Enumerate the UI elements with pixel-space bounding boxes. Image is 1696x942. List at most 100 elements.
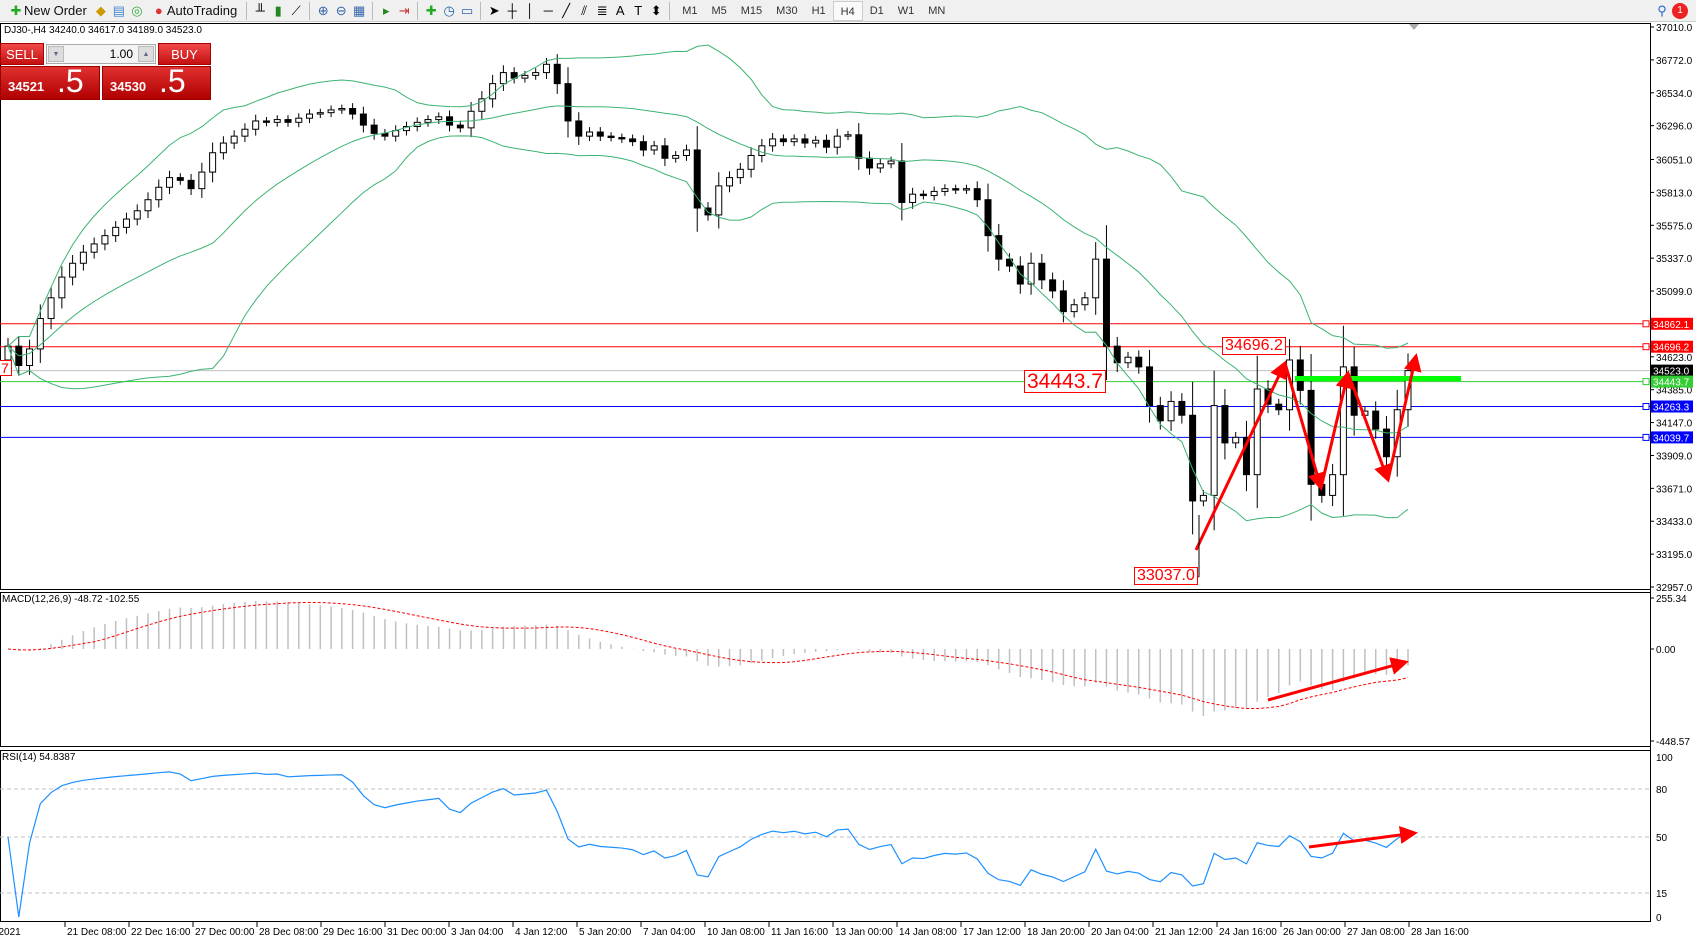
candle[interactable] [1016,265,1024,285]
candle[interactable] [607,135,615,139]
candle[interactable] [252,120,260,130]
candle[interactable] [499,72,507,85]
candle[interactable] [736,168,744,179]
candle[interactable] [241,128,249,137]
candle[interactable] [822,139,830,148]
candle[interactable] [962,188,970,191]
candle[interactable] [166,177,174,188]
candle[interactable] [133,210,141,220]
timeframe-m30[interactable]: M30 [776,4,798,17]
candle[interactable] [90,243,98,253]
candle[interactable] [79,251,87,264]
candle[interactable] [349,108,357,115]
annotation-high[interactable]: 34696.2 [1222,337,1286,355]
level-handle[interactable] [1642,403,1650,411]
candle[interactable] [866,157,874,169]
candle[interactable] [327,109,335,114]
horizontal-line-icon[interactable]: ─ [543,2,553,18]
text-icon[interactable]: A [615,2,625,18]
candle[interactable] [198,171,206,190]
candle[interactable] [58,276,66,299]
signals-icon[interactable]: ◎ [131,2,143,18]
candle[interactable] [144,199,152,212]
candle[interactable] [1232,436,1240,444]
candle[interactable] [273,119,281,123]
candle[interactable] [219,142,227,154]
candle[interactable] [456,124,464,129]
text-label-icon[interactable]: T [634,2,643,18]
candle[interactable] [284,119,292,123]
candle[interactable] [726,177,734,187]
timeframe-m5[interactable]: M5 [711,4,727,17]
candle[interactable] [672,154,680,159]
autoscroll-icon[interactable]: ▸ [382,2,390,18]
lot-increase-icon[interactable]: ▲ [138,46,154,62]
candle[interactable] [801,138,809,144]
candle[interactable] [887,160,895,165]
templates-icon[interactable]: ▭ [461,2,474,18]
candle[interactable] [1049,279,1057,292]
arrows-icon[interactable]: ⬍ [650,2,662,18]
candle[interactable] [122,218,130,228]
candle[interactable] [112,226,120,237]
candle[interactable] [209,152,217,173]
candle[interactable] [424,119,432,123]
candle[interactable] [359,113,367,126]
candle[interactable] [262,120,270,123]
zoom-out-icon[interactable]: ⊖ [335,2,347,18]
candle[interactable] [639,141,647,151]
candle[interactable] [779,138,787,143]
candle[interactable] [941,188,949,192]
timeframe-h4[interactable]: H4 [832,0,863,21]
candle[interactable] [542,63,550,74]
candle[interactable] [919,193,927,197]
candle[interactable] [1296,359,1304,391]
candle[interactable] [1242,436,1250,476]
notification-badge[interactable]: 1 [1672,2,1688,19]
zoom-in-icon[interactable]: ⊕ [317,2,329,18]
candle[interactable] [909,193,917,203]
price-arrow-up-2[interactable] [1319,370,1354,489]
level-handle[interactable] [1642,433,1650,441]
candle[interactable] [1275,403,1283,411]
trendline-icon[interactable]: ╱ [562,2,571,18]
buy-price[interactable]: 34530 .5 [102,63,211,100]
lot-decrease-icon[interactable]: ▼ [48,46,64,62]
candle[interactable] [316,112,324,115]
candle[interactable] [661,145,669,159]
rsi-divergence-arrow[interactable] [1308,826,1418,849]
candle[interactable] [435,116,443,121]
candlestick-icon[interactable]: ▮ [274,2,282,18]
candle[interactable] [876,163,884,169]
sell-button[interactable]: SELL [0,43,44,65]
cursor-icon[interactable]: ➤ [488,2,500,18]
autotrading-button[interactable]: ● AutoTrading [147,1,241,21]
candle[interactable] [1253,388,1261,476]
candle[interactable] [812,139,820,144]
candle[interactable] [295,117,303,123]
candle[interactable] [47,297,55,320]
annotation-low[interactable]: 33037.0 [1134,567,1198,585]
vertical-line-icon[interactable]: │ [526,2,535,18]
candle[interactable] [1329,474,1337,496]
bar-chart-icon[interactable]: ╨ [255,2,265,18]
candle[interactable] [1372,410,1380,430]
lot-size-input[interactable]: ▼ 1.00 ▲ [46,44,156,64]
candle[interactable] [532,72,540,76]
metaeditor-icon[interactable]: ◆ [95,2,106,18]
timeframe-h1[interactable]: H1 [811,4,826,17]
price-arrow-down-2[interactable] [1346,372,1392,483]
candle[interactable] [1156,405,1164,422]
candle[interactable] [1081,297,1089,306]
timeframe-m15[interactable]: M15 [740,4,763,17]
candle[interactable] [855,134,863,159]
search-icon[interactable]: ⚲ [1657,2,1667,18]
sell-price[interactable]: 34521 .5 [0,63,100,100]
candle[interactable] [575,120,583,137]
chart-shift-icon[interactable]: ⇥ [398,2,410,18]
line-chart-icon[interactable]: ⟋ [291,2,301,18]
candle[interactable] [564,83,572,122]
candle[interactable] [747,154,755,170]
candle[interactable] [467,110,475,129]
